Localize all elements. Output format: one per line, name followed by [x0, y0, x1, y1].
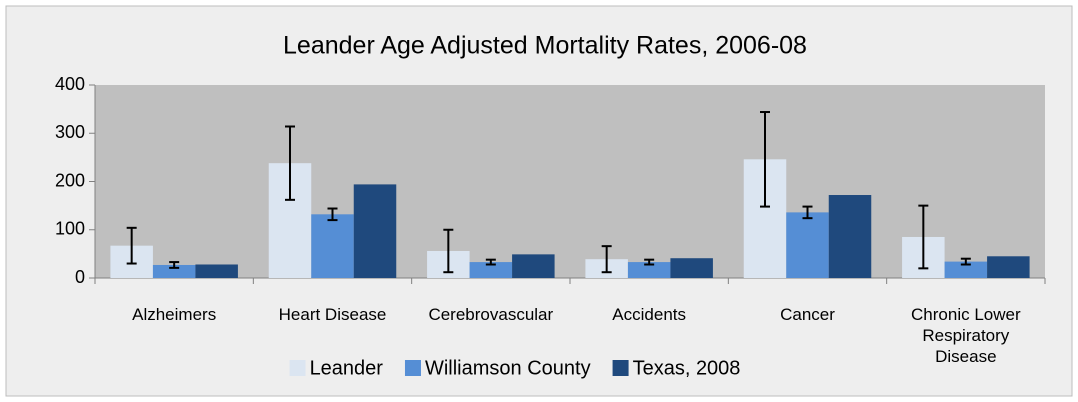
bar — [786, 212, 829, 278]
error-bar — [760, 111, 770, 208]
bar — [512, 254, 555, 278]
y-tick-label: 100 — [55, 219, 85, 239]
error-bar — [802, 205, 813, 220]
legend-swatch — [404, 360, 421, 376]
bar — [944, 261, 988, 278]
error-bar — [601, 245, 612, 274]
y-tick-label: 300 — [55, 122, 85, 142]
error-bar — [485, 258, 496, 266]
x-tick-label: Accidents — [612, 305, 686, 324]
legend-swatch — [289, 360, 306, 376]
error-bar — [285, 125, 295, 201]
x-tick-label: Cancer — [780, 305, 835, 324]
x-tick-label: Alzheimers — [132, 305, 217, 324]
bar — [987, 256, 1030, 278]
bar — [311, 214, 354, 278]
x-tick-label: Cerebrovascular — [428, 305, 554, 324]
bar — [152, 264, 196, 278]
legend-label: Leander — [310, 357, 384, 379]
legend-label: Williamson County — [425, 357, 591, 379]
plot-area — [95, 85, 1045, 278]
bar — [195, 264, 238, 278]
chart-title: Leander Age Adjusted Mortality Rates, 20… — [283, 32, 807, 60]
bar — [353, 184, 397, 278]
legend-swatch — [612, 360, 629, 376]
bar — [670, 258, 713, 278]
error-bar — [126, 226, 137, 265]
error-bar — [918, 204, 929, 270]
bar — [469, 262, 513, 278]
x-tick-label: Chronic Lower Respiratory Disease — [911, 305, 1021, 366]
legend-label: Texas, 2008 — [633, 357, 741, 379]
error-bar — [169, 261, 180, 269]
bar — [828, 195, 872, 278]
x-tick-label: Heart Disease — [278, 305, 387, 324]
error-bar — [443, 228, 454, 274]
error-bar — [644, 258, 655, 266]
y-tick-label: 400 — [55, 74, 85, 94]
y-tick-label: 0 — [75, 267, 85, 287]
error-bar — [960, 257, 971, 266]
y-tick-label: 200 — [55, 170, 85, 190]
bar — [627, 262, 671, 278]
error-bar — [327, 207, 338, 222]
